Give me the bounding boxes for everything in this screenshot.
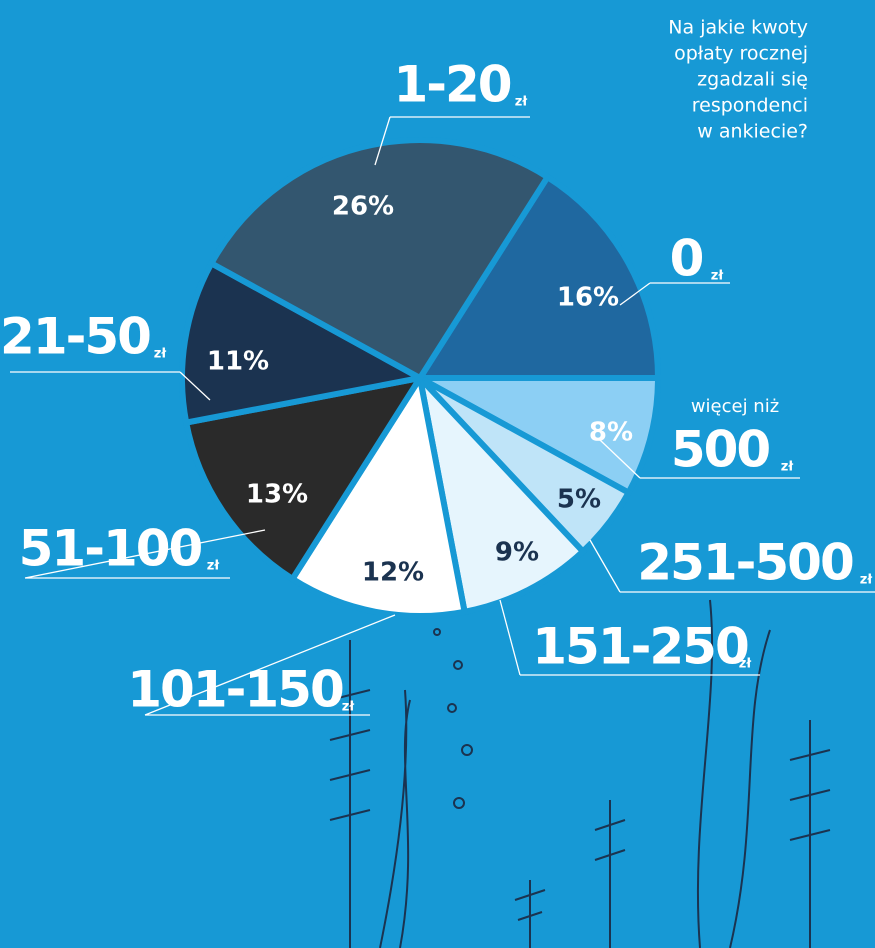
leader-line <box>499 599 760 676</box>
decoration <box>329 599 831 948</box>
value-label: 11% <box>207 347 269 377</box>
value-label: 16% <box>557 283 619 313</box>
value-label: 8% <box>589 418 633 448</box>
pie-slice <box>288 369 469 619</box>
pie-slice <box>415 368 588 616</box>
leader-line <box>619 282 730 306</box>
category-label: 101-150 <box>127 661 343 719</box>
leader-line <box>374 116 530 166</box>
chart-title: w ankiecie? <box>697 121 808 143</box>
value-label: 5% <box>557 485 601 515</box>
chart-title: zgadzali się <box>697 69 808 91</box>
unit-label: zł <box>515 95 529 110</box>
category-label: 0 <box>670 230 703 288</box>
category-label: 151-250 <box>532 618 748 676</box>
pie-slice <box>179 259 429 427</box>
leader-line <box>10 371 211 401</box>
unit-label: zł <box>860 573 874 588</box>
pie-slice <box>418 375 662 497</box>
category-label: 500 <box>671 421 770 479</box>
leader-line <box>599 439 800 479</box>
pie-slice <box>207 137 552 382</box>
chart-title: Na jakie kwoty <box>668 17 808 39</box>
chart-title: opłaty rocznej <box>674 43 808 65</box>
value-label: 13% <box>246 480 308 510</box>
unit-label: zł <box>342 700 356 715</box>
category-label: 21-50 <box>0 308 150 366</box>
value-label: 12% <box>362 558 424 588</box>
annotation: więcej niż <box>691 396 779 417</box>
unit-label: zł <box>207 559 221 574</box>
unit-label: zł <box>739 657 753 672</box>
pie-slice <box>182 373 427 584</box>
leader-line <box>24 529 266 579</box>
leader-line <box>144 614 396 716</box>
pie-slice <box>414 172 662 381</box>
category-label: 1-20 <box>393 56 510 114</box>
leader-line <box>589 539 875 593</box>
value-label: 9% <box>495 538 539 568</box>
value-label: 26% <box>332 192 394 222</box>
chart-title: respondenci <box>692 95 808 117</box>
category-label: 251-500 <box>637 534 853 592</box>
unit-label: zł <box>781 460 795 475</box>
unit-label: zł <box>711 269 725 284</box>
unit-label: zł <box>154 347 168 362</box>
